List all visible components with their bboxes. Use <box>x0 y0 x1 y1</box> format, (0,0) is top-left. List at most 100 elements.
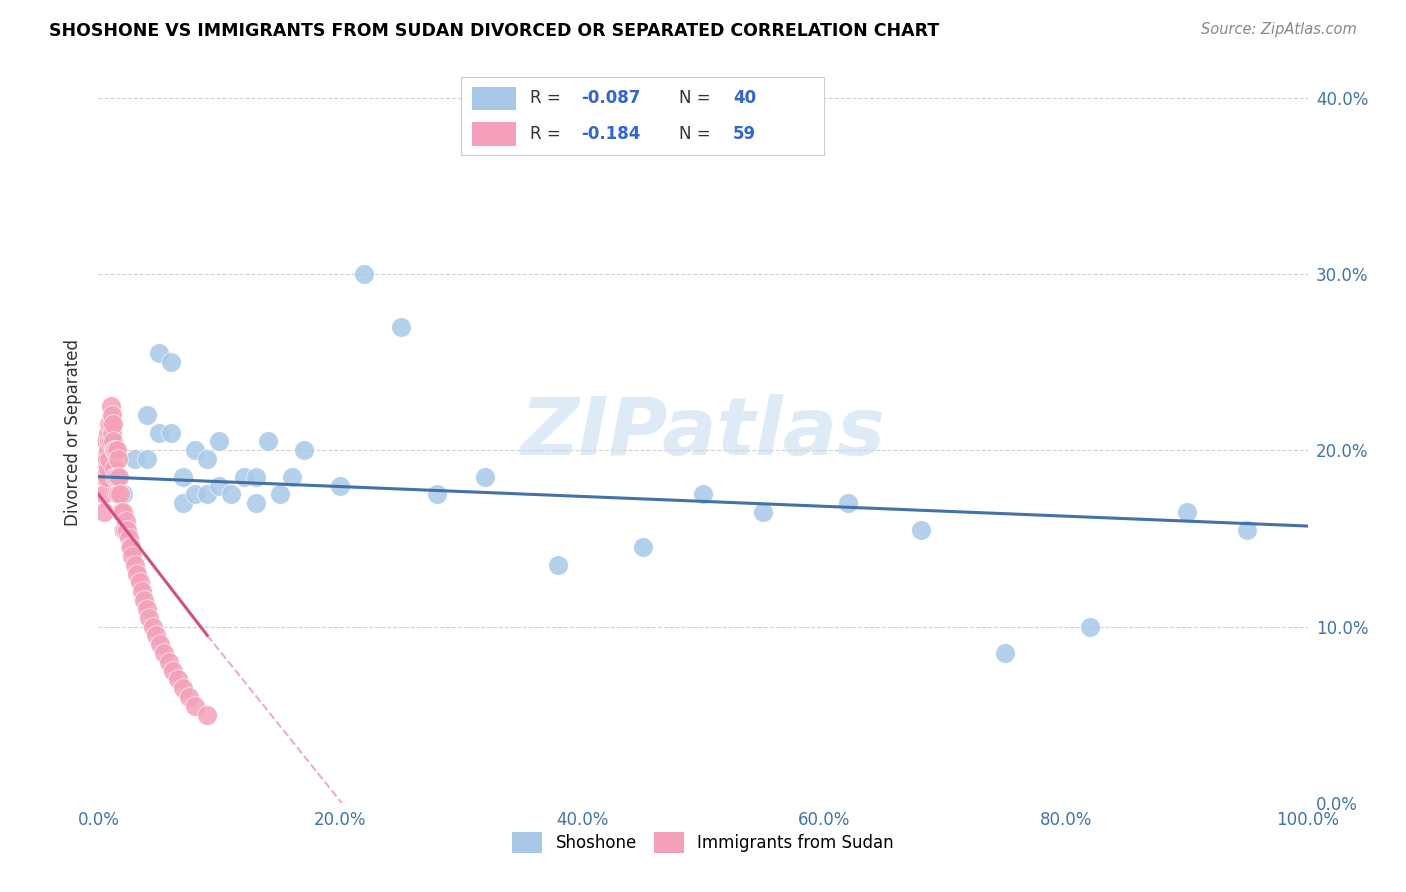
Point <box>160 425 183 440</box>
Point <box>145 628 167 642</box>
Point <box>292 443 315 458</box>
Point <box>172 469 194 483</box>
Text: ZIPatlas: ZIPatlas <box>520 393 886 472</box>
Point <box>160 355 183 369</box>
Point <box>547 558 569 572</box>
Point <box>97 425 120 440</box>
Point <box>101 417 124 431</box>
Point <box>103 443 125 458</box>
Point <box>1236 523 1258 537</box>
Point <box>172 496 194 510</box>
Point <box>167 673 190 687</box>
Point <box>135 602 157 616</box>
Point <box>138 610 160 624</box>
Point <box>245 496 267 510</box>
Point <box>118 532 141 546</box>
Point <box>100 425 122 440</box>
Point <box>93 469 115 483</box>
Point <box>98 434 121 449</box>
Point <box>157 655 180 669</box>
Point <box>837 496 859 510</box>
Point <box>179 690 201 704</box>
Point <box>184 698 207 713</box>
Point <box>115 514 138 528</box>
Point <box>127 566 149 581</box>
Point <box>94 434 117 449</box>
Point <box>111 487 134 501</box>
Point <box>104 443 127 458</box>
Point <box>107 487 129 501</box>
Point <box>329 478 352 492</box>
Point <box>108 487 131 501</box>
Point <box>103 461 125 475</box>
Point <box>426 487 449 501</box>
Point <box>100 434 122 449</box>
Point <box>128 575 150 590</box>
Point <box>184 443 207 458</box>
Point <box>111 505 134 519</box>
Point <box>97 443 120 458</box>
Point <box>98 452 121 467</box>
Point <box>195 487 218 501</box>
Point <box>195 707 218 722</box>
Point <box>152 646 174 660</box>
Point <box>353 267 375 281</box>
Point <box>112 523 135 537</box>
Point <box>121 549 143 563</box>
Point <box>100 399 122 413</box>
Point <box>269 487 291 501</box>
Point <box>232 469 254 483</box>
Point <box>98 417 121 431</box>
Point <box>631 540 654 554</box>
Point <box>105 443 128 458</box>
Point <box>134 593 156 607</box>
Point <box>208 478 231 492</box>
Point <box>124 452 146 467</box>
Point <box>135 408 157 422</box>
Point <box>104 469 127 483</box>
Point <box>245 469 267 483</box>
Legend: Shoshone, Immigrants from Sudan: Shoshone, Immigrants from Sudan <box>505 824 901 861</box>
Point <box>101 434 124 449</box>
Point <box>184 487 207 501</box>
Point <box>142 619 165 633</box>
Point <box>1078 619 1101 633</box>
Point <box>120 540 142 554</box>
Point <box>114 523 136 537</box>
Point <box>93 487 115 501</box>
Point <box>135 452 157 467</box>
Point <box>110 505 132 519</box>
Point <box>93 505 115 519</box>
Text: Source: ZipAtlas.com: Source: ZipAtlas.com <box>1201 22 1357 37</box>
Point <box>162 664 184 678</box>
Point <box>994 646 1017 660</box>
Point <box>124 558 146 572</box>
Point <box>221 487 243 501</box>
Point <box>97 461 120 475</box>
Point <box>1175 505 1198 519</box>
Point <box>149 637 172 651</box>
Y-axis label: Divorced or Separated: Divorced or Separated <box>65 339 83 526</box>
Point <box>100 408 122 422</box>
Point <box>256 434 278 449</box>
Point <box>281 469 304 483</box>
Point <box>131 584 153 599</box>
Point <box>752 505 775 519</box>
Point <box>117 523 139 537</box>
Point <box>148 425 170 440</box>
Point <box>118 540 141 554</box>
Point <box>172 681 194 696</box>
Point <box>96 469 118 483</box>
Point <box>910 523 932 537</box>
Point <box>105 469 128 483</box>
Point <box>148 346 170 360</box>
Point <box>692 487 714 501</box>
Point <box>208 434 231 449</box>
Point <box>474 469 496 483</box>
Point <box>195 452 218 467</box>
Point <box>96 452 118 467</box>
Text: SHOSHONE VS IMMIGRANTS FROM SUDAN DIVORCED OR SEPARATED CORRELATION CHART: SHOSHONE VS IMMIGRANTS FROM SUDAN DIVORC… <box>49 22 939 40</box>
Point <box>108 469 131 483</box>
Point <box>100 417 122 431</box>
Point <box>389 319 412 334</box>
